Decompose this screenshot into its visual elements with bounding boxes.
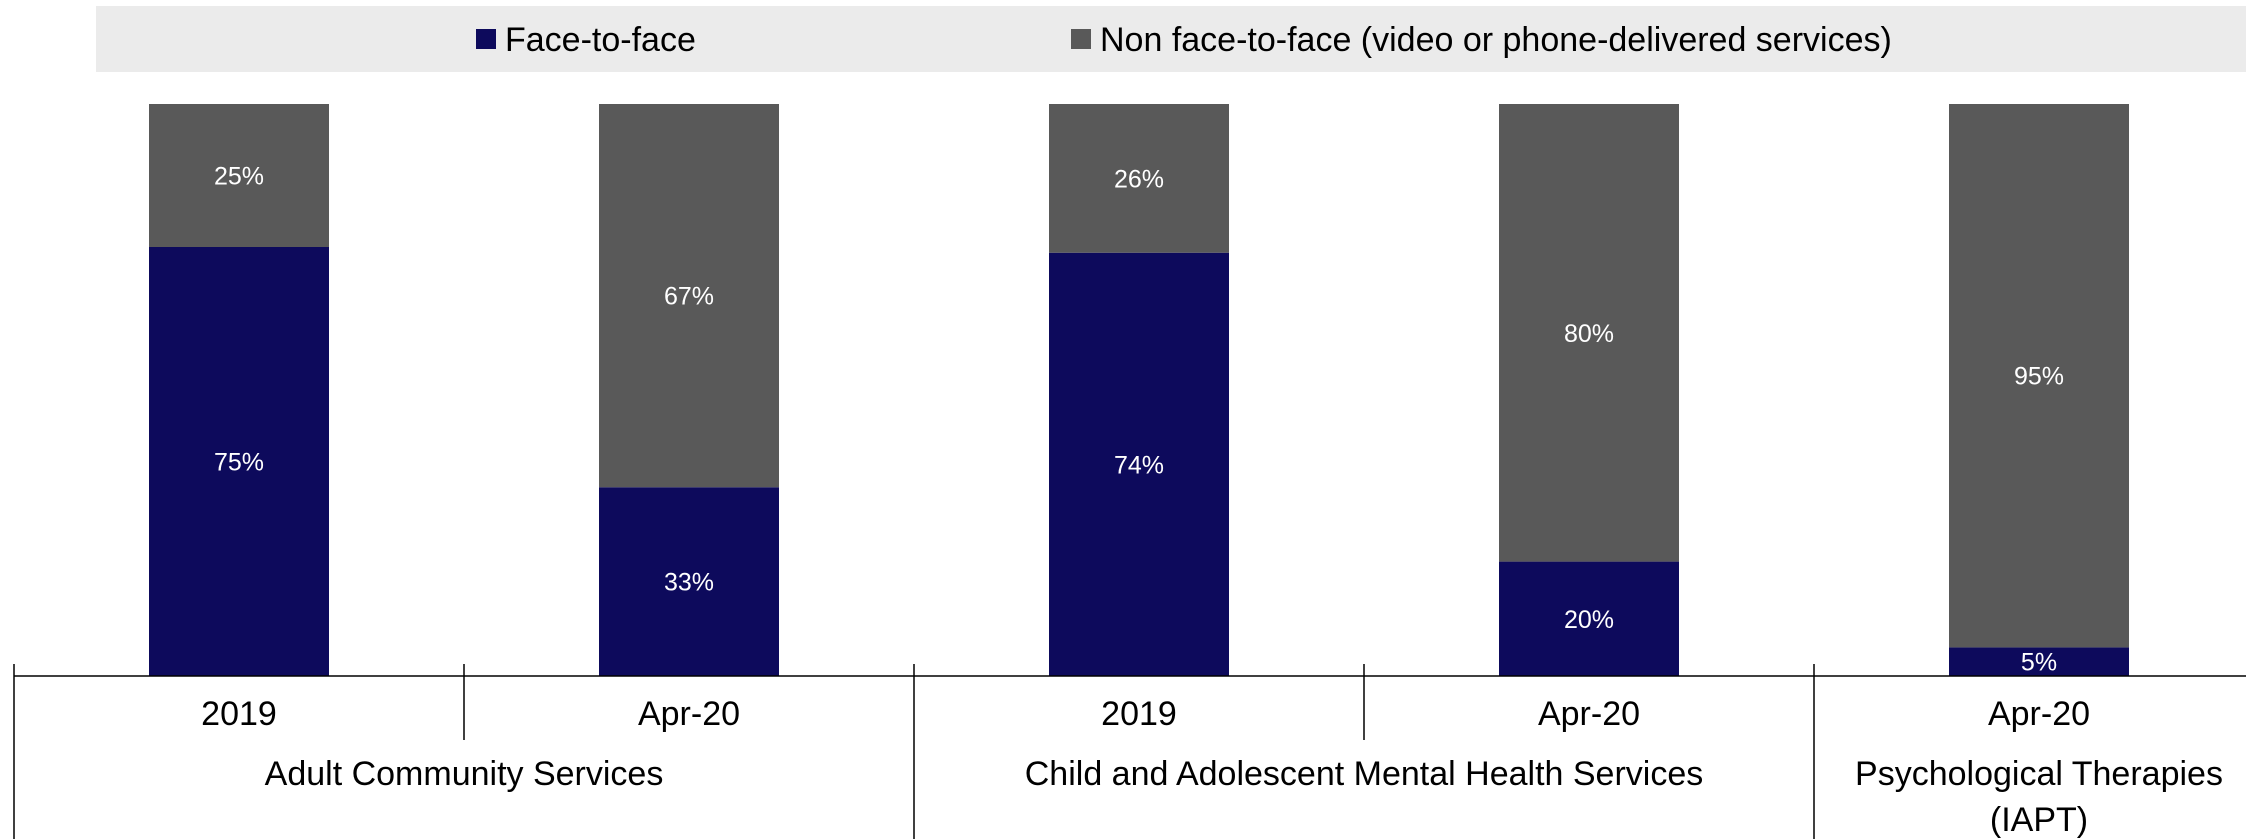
bar-segment <box>1049 252 1229 676</box>
category-axis: 2019 Apr-20 2019 Apr-20 Apr-20 Adult Communit… <box>13 664 2246 839</box>
bar-segment <box>599 104 779 488</box>
data-label: 80% <box>1564 320 1614 348</box>
tick-label: Apr-20 <box>1538 695 1640 733</box>
bar-segment <box>1499 561 1679 676</box>
group-label: (IAPT) <box>1990 801 2088 839</box>
data-label: 75% <box>214 449 264 477</box>
bars: 75% 25% 33% 67% 74% 26% 20% 80% 5% 95% <box>149 104 2129 677</box>
data-label: 5% <box>2021 649 2057 677</box>
legend-swatch <box>1071 29 1091 49</box>
legend-label: Non face-to-face (video or phone-deliver… <box>1100 21 1892 59</box>
legend: Face-to-face Non face-to-face (video or p… <box>96 6 2246 72</box>
bar-segment <box>1499 104 1679 562</box>
data-label: 26% <box>1114 165 1164 193</box>
data-label: 25% <box>214 163 264 191</box>
bar-segment <box>1949 104 2129 648</box>
bar-segment <box>149 247 329 676</box>
tick-label: Apr-20 <box>638 695 740 733</box>
legend-swatch <box>476 29 496 49</box>
data-label: 20% <box>1564 606 1614 634</box>
data-label: 95% <box>2014 363 2064 391</box>
bar-segment <box>1949 647 2129 676</box>
tick-label: 2019 <box>201 695 277 733</box>
bar-segment <box>149 104 329 247</box>
group-label: Psychological Therapies <box>1855 755 2223 793</box>
tick-label: Apr-20 <box>1988 695 2090 733</box>
legend-background <box>96 6 2246 72</box>
data-label: 74% <box>1114 451 1164 479</box>
tick-label: 2019 <box>1101 695 1177 733</box>
bar-segment <box>599 487 779 676</box>
group-label: Adult Community Services <box>265 755 664 793</box>
bar-segment <box>1049 104 1229 253</box>
group-label: Child and Adolescent Mental Health Servi… <box>1025 755 1704 793</box>
data-label: 33% <box>664 569 714 597</box>
data-label: 67% <box>664 283 714 311</box>
legend-label: Face-to-face <box>505 21 696 59</box>
